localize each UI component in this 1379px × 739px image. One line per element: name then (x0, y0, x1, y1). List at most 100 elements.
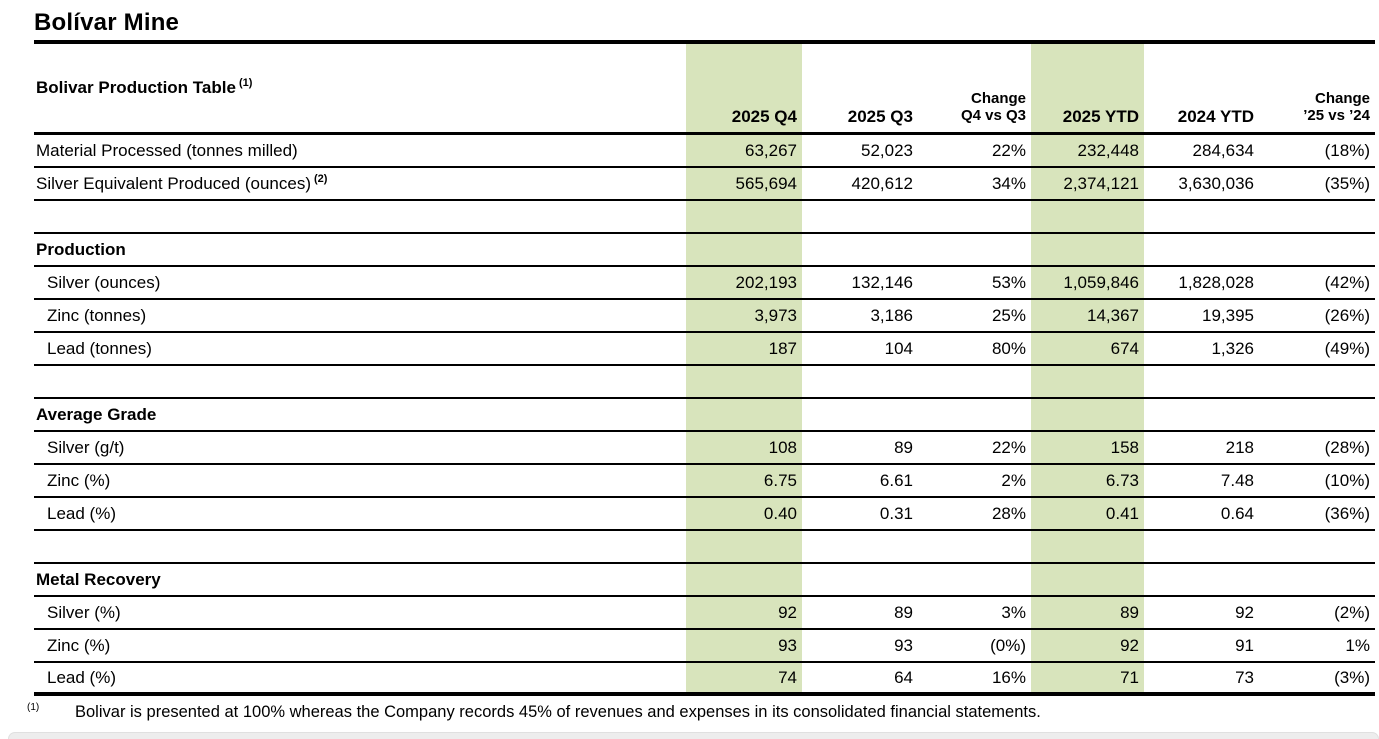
row-label: Metal Recovery (36, 569, 161, 589)
value-cell (686, 201, 802, 232)
value-cell: 25% (991, 305, 1026, 325)
row-label: Lead (%) (47, 667, 116, 687)
value-cell: 108 (686, 432, 802, 463)
value-cell: 93 (894, 635, 913, 655)
value-cell: 3% (1001, 602, 1026, 622)
value-cell: 104 (884, 338, 913, 358)
section-header-row: Average Grade (34, 399, 1375, 432)
row-label: Material Processed (tonnes milled) (36, 140, 298, 160)
row-label: Silver (%) (47, 602, 121, 622)
value-cell: (0%) (990, 635, 1026, 655)
value-cell: (3%) (1334, 667, 1370, 687)
value-cell (1144, 531, 1259, 562)
value-cell (686, 366, 802, 397)
footnote: (1) Bolivar is presented at 100% whereas… (27, 702, 1375, 722)
row-label: Production (36, 239, 126, 259)
value-cell: 2% (1001, 470, 1026, 490)
table-row: Silver (%) 92 89 3% 89 92 (2%) (34, 597, 1375, 630)
column-header-change-q4-vs-q3: Change Q4 vs Q3 (960, 89, 1026, 125)
value-cell: 19,395 (1202, 305, 1254, 325)
row-label (34, 366, 686, 397)
value-cell (1259, 366, 1375, 397)
value-cell (1144, 201, 1259, 232)
value-cell: 89 (894, 437, 913, 457)
table-row: Silver (g/t) 108 89 22% 158 218 (28%) (34, 432, 1375, 465)
value-cell (1031, 234, 1144, 265)
value-cell: 28% (991, 503, 1026, 523)
value-cell: 80% (991, 338, 1026, 358)
value-cell (1144, 399, 1259, 430)
table-header-row: Bolivar Production Table (1) 2025 Q4 2025… (34, 44, 1375, 135)
row-label: Lead (tonnes) (47, 338, 152, 358)
value-cell (918, 234, 1031, 265)
value-cell: 158 (1031, 432, 1144, 463)
value-cell: 3,630,036 (1178, 173, 1254, 193)
value-cell: 91 (1235, 635, 1254, 655)
table-row: Lead (%) 74 64 16% 71 73 (3%) (34, 663, 1375, 696)
page-title: Bolívar Mine (34, 0, 1375, 44)
column-header-2025-ytd: 2025 YTD (1031, 44, 1144, 132)
value-cell (1259, 201, 1375, 232)
value-cell (918, 399, 1031, 430)
report-content: Bolívar Mine Bolivar Production Table (1)… (27, 0, 1375, 722)
value-cell (802, 366, 918, 397)
column-header-2025-q4: 2025 Q4 (686, 44, 802, 132)
value-cell: 0.64 (1220, 503, 1254, 523)
value-cell: 52,023 (861, 140, 913, 160)
value-cell (1031, 201, 1144, 232)
value-cell (918, 564, 1031, 595)
row-label: Lead (%) (47, 503, 116, 523)
value-cell: 93 (686, 630, 802, 661)
value-cell: (18%) (1324, 140, 1370, 160)
value-cell (1259, 564, 1375, 595)
value-cell (802, 234, 918, 265)
spacer-row (34, 201, 1375, 234)
value-cell: 64 (894, 667, 913, 687)
value-cell: 34% (991, 173, 1026, 193)
value-cell: 2,374,121 (1031, 168, 1144, 199)
value-cell: 565,694 (686, 168, 802, 199)
row-footnote-ref: (2) (313, 172, 328, 185)
value-cell (1144, 564, 1259, 595)
value-cell (1031, 564, 1144, 595)
table-row: Lead (tonnes) 187 104 80% 674 1,326 (49%) (34, 333, 1375, 366)
value-cell: (42%) (1324, 272, 1370, 292)
value-cell: 22% (991, 437, 1026, 457)
value-cell: 0.31 (879, 503, 913, 523)
value-cell (1031, 531, 1144, 562)
row-label: Silver (ounces) (47, 272, 161, 292)
value-cell: 3,973 (686, 300, 802, 331)
bottom-edge-bar (8, 732, 1379, 739)
value-cell: (10%) (1324, 470, 1370, 490)
value-cell: 22% (991, 140, 1026, 160)
value-cell (802, 399, 918, 430)
value-cell: 420,612 (851, 173, 913, 193)
production-table: Bolivar Production Table (1) 2025 Q4 2025… (34, 44, 1375, 696)
value-cell: 6.61 (879, 470, 913, 490)
table-row: Material Processed (tonnes milled) 63,267… (34, 135, 1375, 168)
value-cell: 1,828,028 (1178, 272, 1254, 292)
value-cell (1031, 399, 1144, 430)
value-cell (1031, 366, 1144, 397)
value-cell (802, 564, 918, 595)
spacer-row (34, 531, 1375, 564)
value-cell: 6.75 (686, 465, 802, 496)
value-cell (918, 366, 1031, 397)
value-cell (686, 531, 802, 562)
value-cell: 674 (1031, 333, 1144, 364)
value-cell: (36%) (1324, 503, 1370, 523)
row-label: Zinc (%) (47, 470, 111, 490)
table-row: Lead (%) 0.40 0.31 28% 0.41 0.64 (36%) (34, 498, 1375, 531)
value-cell: (2%) (1334, 602, 1370, 622)
row-label (34, 531, 686, 562)
value-cell (1259, 234, 1375, 265)
value-cell: 284,634 (1192, 140, 1254, 160)
value-cell: 73 (1235, 667, 1254, 687)
value-cell: 132,146 (851, 272, 913, 292)
value-cell: 16% (991, 667, 1026, 687)
value-cell: 0.41 (1031, 498, 1144, 529)
row-label: Silver (g/t) (47, 437, 125, 457)
value-cell: (35%) (1324, 173, 1370, 193)
value-cell: 187 (686, 333, 802, 364)
value-cell: 63,267 (686, 135, 802, 166)
